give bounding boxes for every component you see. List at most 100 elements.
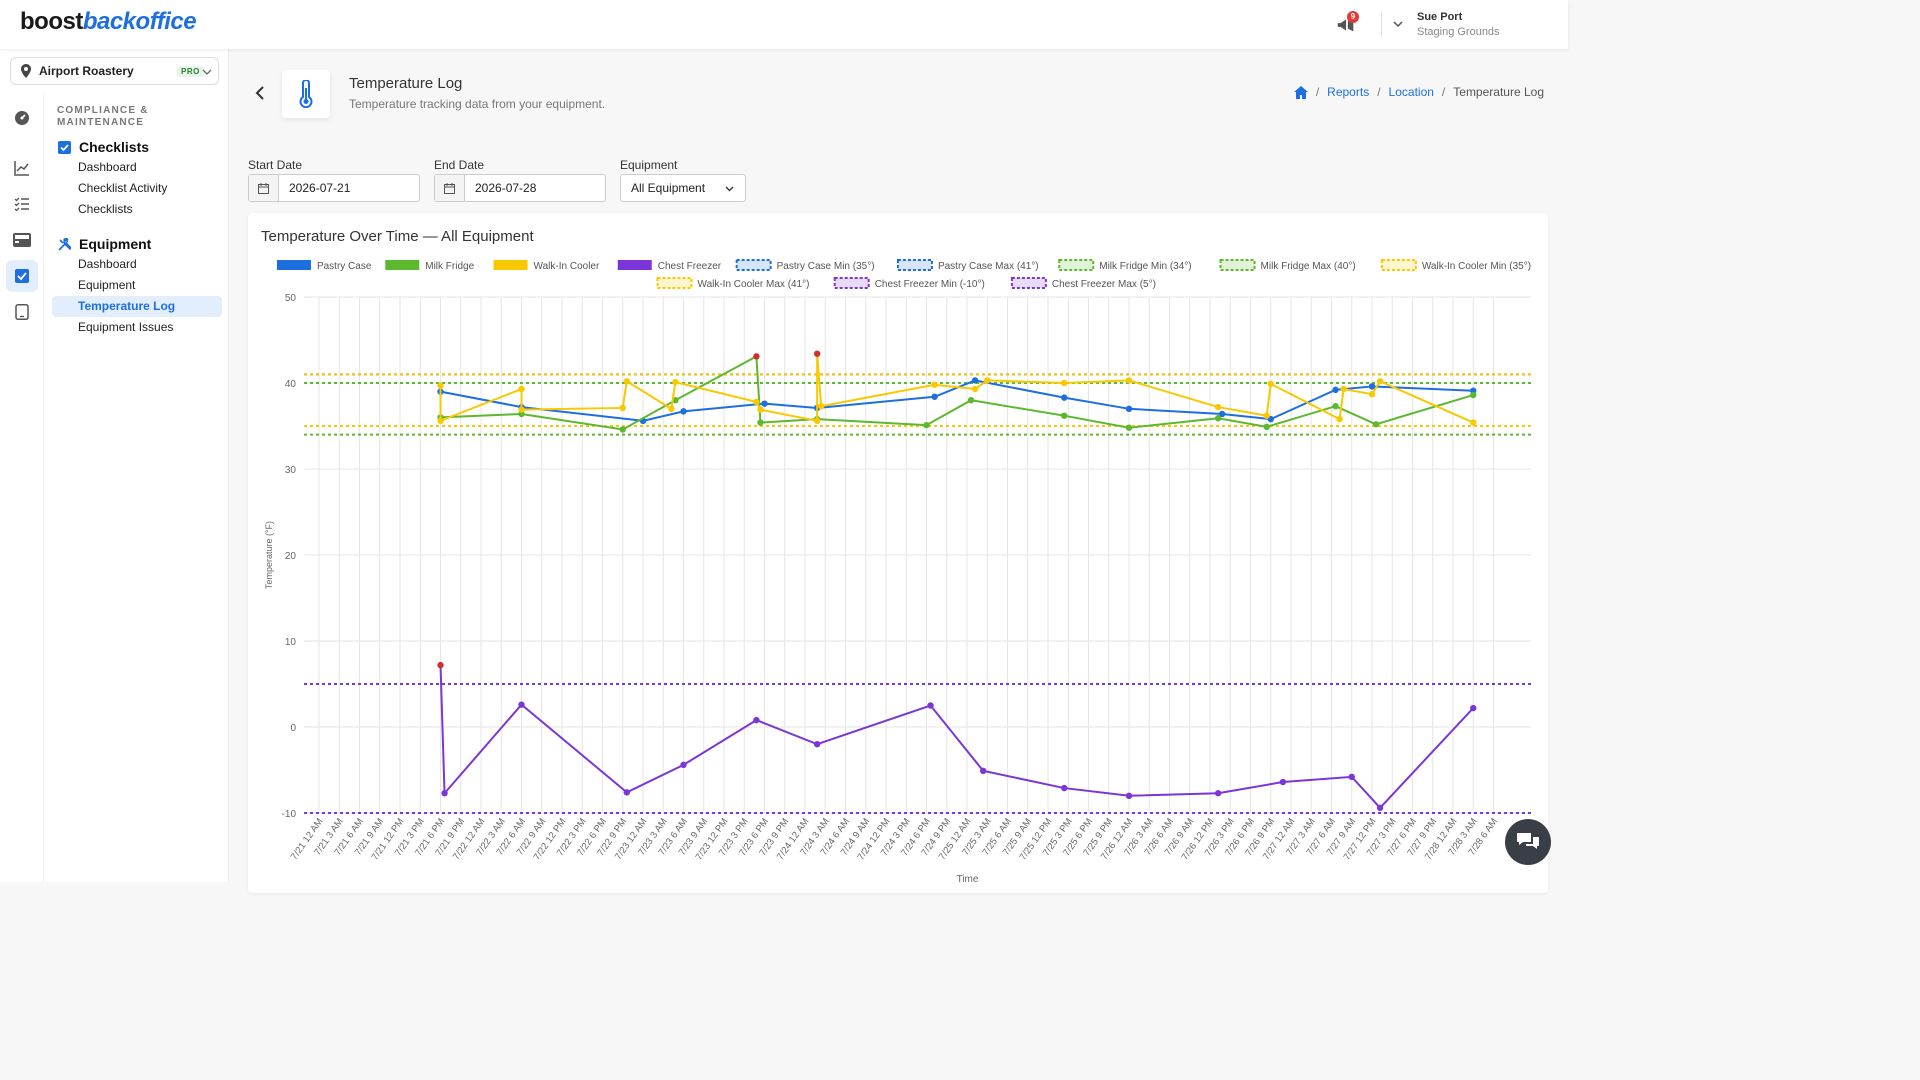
location-name: Airport Roastery (39, 64, 134, 78)
icon-rail (0, 94, 44, 882)
nav-group-equipment[interactable]: Equipment (52, 234, 222, 254)
reports-chart-icon[interactable] (10, 156, 34, 180)
data-point (753, 716, 760, 724)
legend-label: Pastry Case Min (35°) (777, 261, 875, 272)
data-point (1376, 804, 1384, 812)
register-icon[interactable] (10, 228, 34, 252)
breadcrumb: / Reports / Location / Temperature Log (1293, 85, 1544, 99)
alert-point (753, 353, 760, 360)
equipment-select[interactable]: All Equipment (620, 174, 746, 202)
data-point (1214, 790, 1222, 797)
data-point (1214, 403, 1222, 411)
legend-label: Pastry Case Max (41°) (938, 261, 1039, 272)
sidebar-item-checklist-activity[interactable]: Checklist Activity (78, 181, 168, 195)
end-date-label: End Date (434, 158, 485, 172)
map-pin-icon (21, 64, 31, 78)
data-point (967, 397, 975, 404)
y-tick-label: -10 (282, 809, 297, 820)
sidebar-item-equipment[interactable]: Equipment (78, 278, 136, 292)
equipment-label: Equipment (620, 158, 678, 172)
user-name[interactable]: Sue Port (1417, 11, 1463, 23)
y-tick-label: 20 (285, 551, 297, 562)
chat-button[interactable] (1505, 819, 1551, 865)
breadcrumb-reports[interactable]: Reports (1327, 85, 1370, 99)
data-point (753, 398, 760, 406)
dashboard-gauge-icon[interactable] (10, 106, 34, 130)
y-tick-label: 30 (285, 465, 297, 476)
end-date-value: 2026-07-28 (475, 181, 537, 195)
calendar-icon (435, 175, 465, 201)
y-tick-label: 10 (285, 637, 297, 648)
legend-label: Milk Fridge Max (40°) (1261, 261, 1356, 272)
data-point (1348, 773, 1355, 781)
data-point (1376, 378, 1384, 385)
data-point (1125, 792, 1133, 799)
breadcrumb-current: Temperature Log (1453, 85, 1544, 99)
data-point (980, 767, 987, 775)
thermometer-icon (299, 80, 313, 108)
legend-label: Chest Freezer Max (5°) (1052, 279, 1156, 290)
compliance-checkbox-icon[interactable] (6, 260, 38, 292)
breadcrumb-separator: / (1315, 85, 1320, 99)
chat-bubbles-icon (1517, 833, 1539, 849)
tools-icon (58, 237, 71, 251)
data-point (1218, 410, 1226, 418)
y-tick-label: 50 (285, 293, 297, 304)
topbar-divider (1381, 12, 1382, 38)
data-point (1061, 394, 1068, 401)
legend-label: Milk Fridge (425, 261, 474, 272)
location-selector[interactable]: Airport Roastery PRO (10, 57, 219, 85)
app-logo[interactable]: boostbackoffice (20, 8, 197, 36)
sidebar-nav: COMPLIANCE & MAINTENANCE Checklists Dash… (52, 105, 222, 338)
sidebar-item-equipment-issues[interactable]: Equipment Issues (78, 320, 174, 334)
data-point (680, 761, 687, 769)
data-point (619, 404, 626, 412)
task-list-icon[interactable] (10, 192, 34, 216)
legend-swatch (1380, 259, 1417, 271)
nav-group-checklists[interactable]: Checklists (52, 137, 222, 157)
section-heading: COMPLIANCE & MAINTENANCE (57, 105, 149, 128)
data-point (1125, 405, 1133, 412)
legend-swatch (833, 277, 870, 289)
data-point (971, 385, 979, 393)
data-point (623, 378, 630, 385)
sidebar-item-equipment-dashboard[interactable]: Dashboard (78, 257, 137, 271)
data-point (518, 385, 525, 393)
legend-swatch (276, 260, 311, 270)
alert-point (437, 661, 444, 669)
breadcrumb-location[interactable]: Location (1388, 85, 1434, 99)
data-point (923, 421, 930, 429)
breadcrumb-separator: / (1441, 85, 1446, 99)
start-date-field[interactable]: 2026-07-21 (248, 174, 420, 202)
data-point (1332, 386, 1339, 394)
data-point (984, 377, 991, 384)
back-arrow-icon[interactable] (252, 84, 268, 102)
data-point (813, 741, 821, 748)
legend-swatch (1219, 259, 1256, 271)
chevron-down-icon[interactable] (1391, 17, 1405, 31)
page-title: Temperature Log (349, 75, 463, 92)
data-point (1061, 379, 1068, 387)
legend-label: Pastry Case (317, 261, 372, 272)
end-date-field[interactable]: 2026-07-28 (434, 174, 606, 202)
chevron-down-icon (202, 69, 212, 75)
data-point (668, 405, 675, 412)
tablet-icon[interactable] (10, 300, 34, 324)
equipment-select-value: All Equipment (631, 181, 706, 195)
data-point (619, 426, 626, 433)
logo-text-backoffice: backoffice (82, 8, 197, 35)
sidebar-item-checklists[interactable]: Checklists (78, 202, 133, 216)
data-point (1279, 778, 1287, 786)
home-icon[interactable] (1293, 85, 1308, 99)
sidebar-item-temperature-log[interactable]: Temperature Log (52, 296, 222, 317)
legend-label: Milk Fridge Min (34°) (1099, 261, 1191, 272)
y-axis-title: Temperature (°F) (264, 521, 274, 589)
data-point (1368, 383, 1376, 390)
legend-label: Walk-In Cooler Max (41°) (698, 279, 810, 290)
sidebar-item-checklists-dashboard[interactable]: Dashboard (78, 160, 137, 174)
data-point (680, 408, 687, 415)
data-point (518, 406, 525, 413)
nav-group-label: Checklists (79, 139, 150, 155)
series-line (440, 354, 1474, 431)
